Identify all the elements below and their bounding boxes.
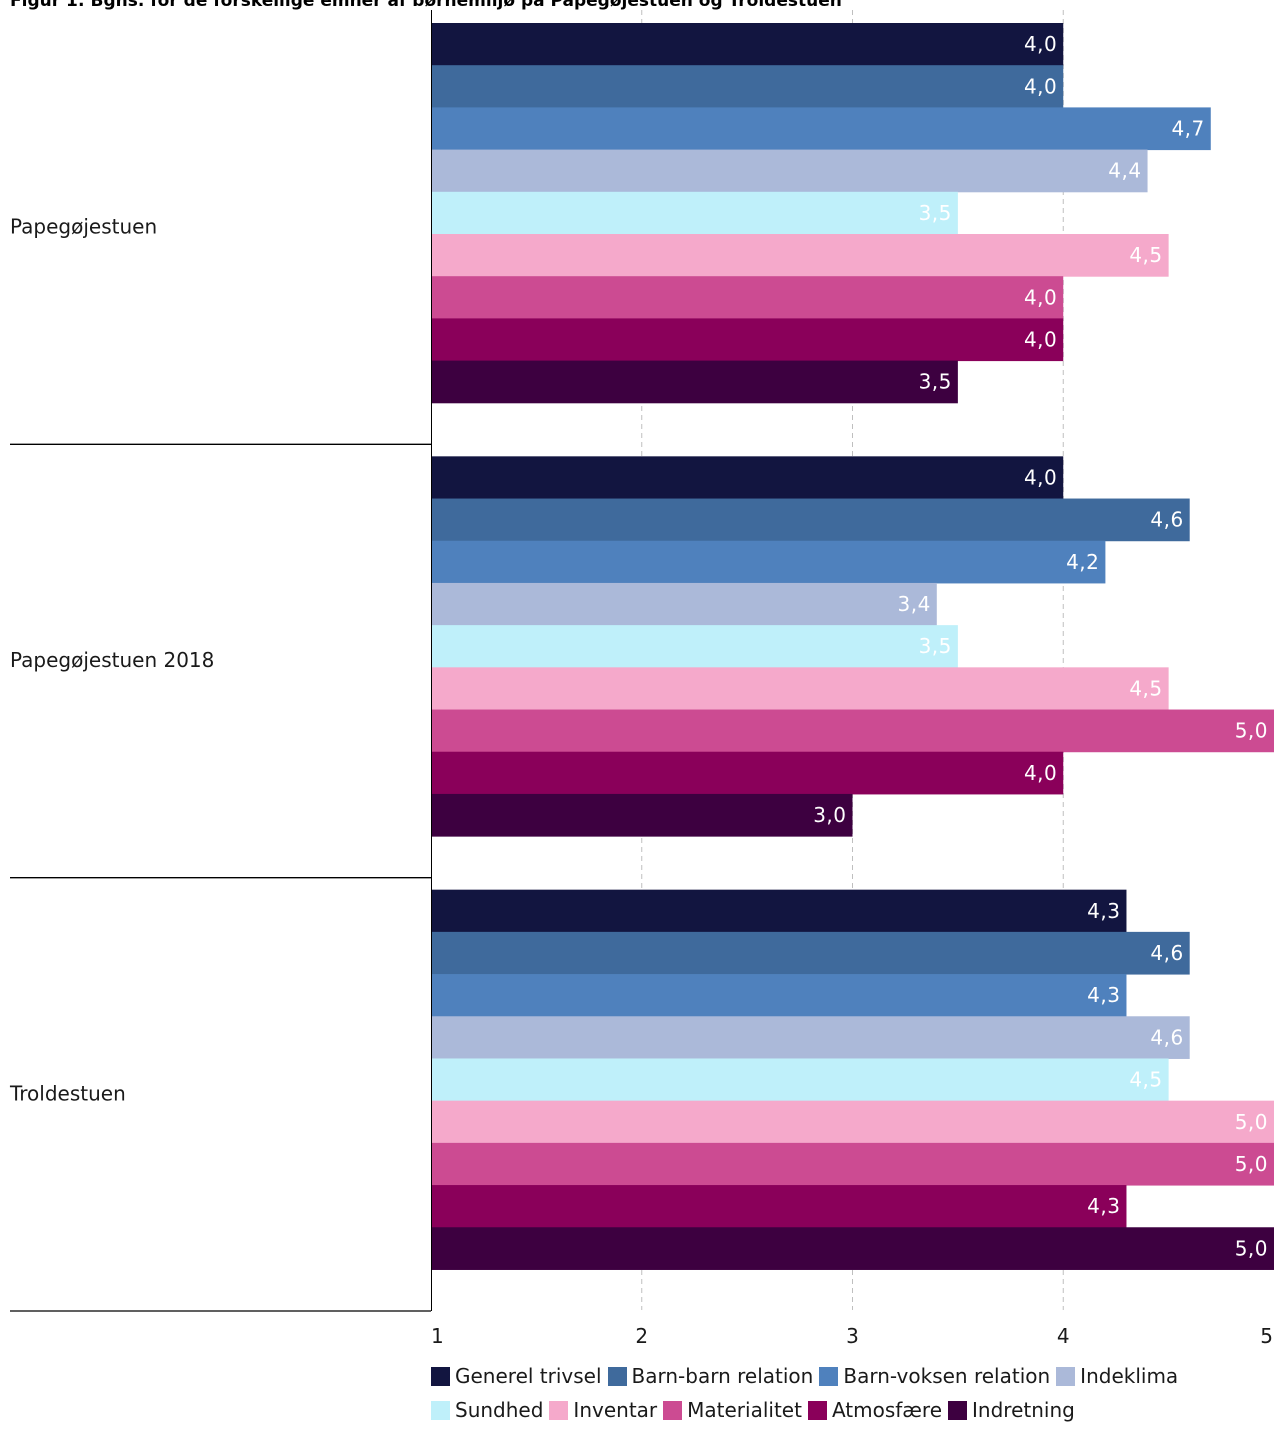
data-label: 4,3 <box>1087 1194 1120 1218</box>
legend-label: Indretning <box>972 1398 1075 1422</box>
bar-chart: 4,0 4,0 4,7 4,4 3,5 4,5 4,0 4,0 3,5 Papegøjestuen… <box>9 10 1274 1348</box>
bar <box>431 540 1106 584</box>
legend-item: Materialitet <box>663 1398 802 1422</box>
data-label: 4,5 <box>1129 243 1162 267</box>
bar <box>431 582 937 626</box>
legend-item: Inventar <box>549 1398 657 1422</box>
bar <box>431 318 1064 362</box>
data-label: 5,0 <box>1235 1152 1268 1176</box>
x-tick-label: 3 <box>846 1324 859 1348</box>
data-label: 3,4 <box>897 592 930 616</box>
data-label: 4,5 <box>1129 676 1162 700</box>
legend-label: Materialitet <box>687 1398 802 1422</box>
data-label: 4,0 <box>1024 74 1057 98</box>
legend-swatch <box>819 1366 839 1386</box>
legend-item: Sundhed <box>431 1398 543 1422</box>
legend-row: Generel trivsel Barn-barn relation Barn-vo… <box>431 1361 1276 1391</box>
legend-item: Barn-barn relation <box>607 1364 814 1388</box>
bar <box>431 931 1190 975</box>
data-label: 4,0 <box>1024 32 1057 56</box>
bar <box>431 456 1064 500</box>
data-label: 4,4 <box>1108 159 1141 183</box>
bar <box>431 793 853 837</box>
legend-item: Generel trivsel <box>431 1364 602 1388</box>
data-label: 5,0 <box>1235 1236 1268 1260</box>
category-label: Troldestuen <box>9 1081 126 1105</box>
bar <box>431 1142 1274 1186</box>
bar <box>431 107 1211 151</box>
bar <box>431 498 1190 542</box>
data-label: 4,6 <box>1150 941 1183 965</box>
bar <box>431 889 1127 933</box>
chart-legend: Generel trivsel Barn-barn relation Barn-vo… <box>431 1361 1276 1429</box>
legend-swatch <box>807 1400 827 1420</box>
bar <box>431 1227 1274 1270</box>
data-label: 4,0 <box>1024 328 1057 352</box>
legend-label: Atmosfære <box>831 1398 943 1422</box>
legend-swatch <box>1056 1366 1076 1386</box>
data-label: 3,5 <box>919 634 952 658</box>
legend-swatch <box>607 1366 627 1386</box>
legend-label: Barn-voksen relation <box>843 1364 1051 1388</box>
data-label: 4,6 <box>1150 508 1183 532</box>
bar <box>431 65 1064 108</box>
legend-item: Barn-voksen relation <box>819 1364 1050 1388</box>
bar <box>431 625 958 668</box>
data-label: 3,5 <box>919 201 952 225</box>
bar <box>431 667 1169 711</box>
data-label: 4,2 <box>1066 550 1099 574</box>
x-tick-label: 5 <box>1260 1324 1273 1348</box>
bar <box>431 149 1148 193</box>
bar <box>431 974 1127 1017</box>
bar <box>431 191 958 235</box>
data-label: 4,3 <box>1087 983 1120 1007</box>
legend-label: Sundhed <box>455 1398 544 1422</box>
chart-title: Figur 1: Bgns. for de forskellige emner … <box>10 0 842 11</box>
bar <box>431 1185 1127 1228</box>
bar <box>431 234 1169 277</box>
data-label: 4,0 <box>1024 465 1057 489</box>
data-label: 4,3 <box>1087 899 1120 923</box>
data-label: 4,6 <box>1150 1025 1183 1049</box>
legend-swatch <box>549 1400 569 1420</box>
category-label: Papegøjestuen <box>10 215 157 239</box>
bar <box>431 1100 1274 1144</box>
bar <box>431 1058 1169 1102</box>
legend-label: Barn-barn relation <box>631 1364 814 1388</box>
data-label: 4,0 <box>1024 761 1057 785</box>
bar <box>431 751 1064 795</box>
data-label: 3,5 <box>919 370 952 394</box>
bar <box>431 360 958 404</box>
legend-swatch <box>948 1400 968 1420</box>
data-label: 5,0 <box>1235 1110 1268 1134</box>
data-label: 4,5 <box>1129 1068 1162 1092</box>
x-tick-label: 2 <box>635 1324 648 1348</box>
legend-label: Inventar <box>573 1398 658 1422</box>
data-label: 3,0 <box>813 803 846 827</box>
legend-swatch <box>663 1400 683 1420</box>
bar <box>431 276 1064 319</box>
legend-swatch <box>431 1400 450 1420</box>
category-label: Papegøjestuen 2018 <box>10 648 214 672</box>
data-label: 4,7 <box>1171 117 1204 141</box>
legend-swatch <box>431 1366 450 1386</box>
data-label: 4,0 <box>1024 285 1057 309</box>
legend-item: Indeklima <box>1056 1364 1178 1388</box>
bar <box>431 709 1274 753</box>
x-tick-label: 1 <box>431 1324 444 1348</box>
legend-item: Atmosfære <box>807 1398 943 1422</box>
x-tick-label: 4 <box>1057 1324 1070 1348</box>
legend-row: Sundhed Inventar Materialitet Atmosfære Indr… <box>431 1395 1276 1425</box>
bar <box>431 23 1064 66</box>
legend-label: Generel trivsel <box>455 1364 602 1388</box>
legend-item: Indretning <box>948 1398 1075 1422</box>
bar <box>431 1016 1190 1059</box>
legend-label: Indeklima <box>1080 1364 1179 1388</box>
data-label: 5,0 <box>1235 719 1268 743</box>
